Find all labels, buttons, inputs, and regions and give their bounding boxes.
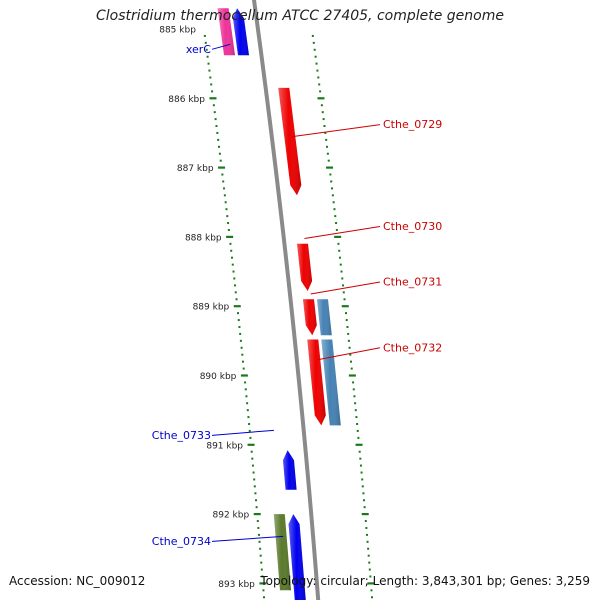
scale-label: 887 kbp xyxy=(177,164,214,174)
map-title: Clostridium thermocellum ATCC 27405, com… xyxy=(96,8,504,24)
gene-labels: xerC Cthe_0729 Cthe_0730 Cthe_0731 Cthe_0732… xyxy=(152,43,442,548)
gene-shading xyxy=(303,299,317,336)
gene-label[interactable]: Cthe_0732 xyxy=(383,341,442,354)
leader-line xyxy=(317,347,381,361)
backbone xyxy=(251,0,321,600)
topology-summary: Topology: circular; Length: 3,843,301 bp… xyxy=(260,574,590,588)
scale-labels: 885 kbp 886 kbp 887 kbp 888 kbp 889 kbp 890 k… xyxy=(159,26,255,590)
gene-label[interactable]: Cthe_0734 xyxy=(152,535,211,548)
scale-label: 893 kbp xyxy=(218,580,255,590)
gene-shading xyxy=(283,450,297,490)
gene-shading xyxy=(321,339,341,426)
gene-features xyxy=(217,8,341,600)
leader-line xyxy=(211,43,231,50)
leader-line xyxy=(211,535,284,542)
leader-line xyxy=(310,281,381,295)
gene-shading xyxy=(217,8,235,56)
scale-label: 890 kbp xyxy=(200,372,237,382)
gene-label[interactable]: Cthe_0730 xyxy=(383,220,442,233)
gene-shading xyxy=(297,243,313,291)
gene-label[interactable]: Cthe_0733 xyxy=(152,429,211,442)
gene-shading xyxy=(317,299,332,336)
gene-shading xyxy=(307,339,326,426)
leader-line xyxy=(211,429,274,436)
accession-text: Accession: NC_009012 xyxy=(9,574,146,588)
backbone-line xyxy=(251,0,321,600)
scale-label: 888 kbp xyxy=(185,233,222,243)
leader-line xyxy=(292,124,381,138)
gene-shading xyxy=(288,514,306,600)
scale-label: 892 kbp xyxy=(213,511,250,521)
gene-label[interactable]: xerC xyxy=(186,43,211,56)
scale-label: 891 kbp xyxy=(206,441,243,451)
tick-marks xyxy=(203,34,375,599)
gene-shading xyxy=(233,8,249,56)
gene-shading xyxy=(278,87,302,196)
gene-shading xyxy=(273,514,291,591)
scale-label: 889 kbp xyxy=(193,303,230,313)
gene-label[interactable]: Cthe_0729 xyxy=(383,118,442,131)
gene-label[interactable]: Cthe_0731 xyxy=(383,275,442,288)
leader-line xyxy=(304,226,381,239)
scale-label: 885 kbp xyxy=(159,26,196,36)
scale-label: 886 kbp xyxy=(168,95,205,105)
